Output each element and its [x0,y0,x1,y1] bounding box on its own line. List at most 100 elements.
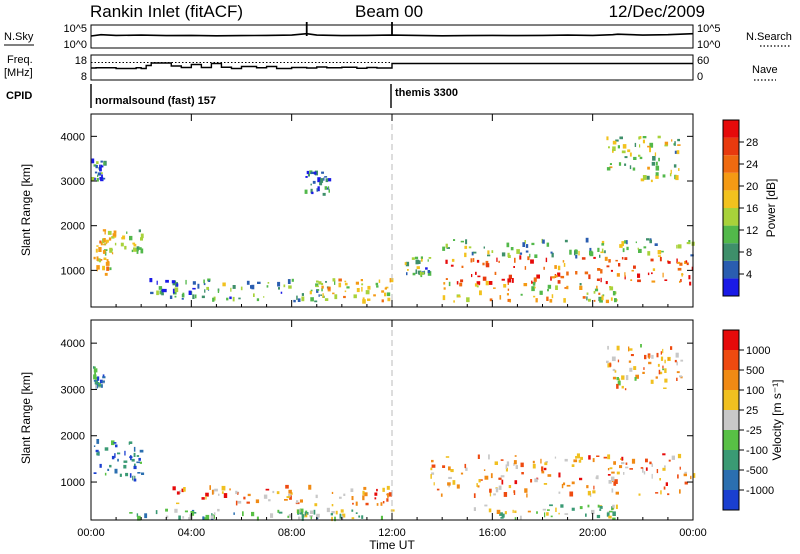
colorbar-tick-label: 24 [746,159,758,171]
echo-cell [612,511,616,516]
echo-cell [520,462,524,468]
echo-cell [464,252,467,258]
echo-cell [476,285,479,288]
echo-cell [580,456,583,460]
echo-cell [657,363,660,367]
echo-cell [465,239,468,245]
echo-cell [599,509,602,511]
echo-cell [304,189,308,194]
echo-cell [460,240,464,243]
echo-cell [618,162,622,166]
echo-cell [291,278,294,282]
echo-cell [611,508,614,511]
echo-cell [96,256,99,261]
echo-cell [656,469,659,474]
echo-cell [211,489,214,495]
x-tick-label: 00:00 [679,527,707,539]
echo-cell [513,266,515,268]
echo-cell [415,269,418,274]
echo-cell [96,265,100,270]
echo-cell [555,507,557,512]
echo-cell [649,239,652,244]
echo-cell [415,259,419,265]
echo-cell [205,514,210,520]
velocity-colorbar-cells [723,330,739,510]
echo-cell [614,370,617,373]
echo-cell [626,240,628,245]
echo-cell [103,257,107,260]
echo-cell [404,262,407,266]
echo-cell [442,465,446,468]
echo-cell [564,458,568,462]
echo-cell [448,281,451,287]
colorbar-cell [723,370,739,390]
echo-cell [381,290,385,293]
echo-cell [490,473,493,479]
echo-cell [507,281,509,285]
echo-cell [93,380,96,382]
echo-cell [496,509,501,514]
echo-cell [621,456,624,461]
echo-cell [600,277,602,283]
echo-cell [355,281,359,285]
echo-cell [581,257,586,260]
echo-cell [656,352,659,358]
echo-cell [344,282,348,286]
echo-cell [451,258,455,262]
echo-cell [182,516,185,519]
echo-cell [133,243,137,247]
echo-cell [165,508,168,512]
echo-cell [374,492,378,496]
echo-cell [659,256,662,262]
echo-cell [657,135,661,139]
echo-cell [613,461,616,465]
echo-cell [386,498,389,502]
echo-cell [664,144,668,147]
echo-cell [541,466,544,472]
echo-cell [111,455,115,460]
echo-cell [571,464,575,467]
echo-cell [615,259,618,262]
echo-cell [334,516,336,522]
echo-cell [539,290,543,295]
echo-cell [525,244,529,248]
echo-cell [440,493,443,497]
echo-cell [129,235,133,241]
echo-cell [192,281,196,285]
echo-cell [247,493,251,497]
echo-cell [624,240,627,244]
echo-cell [527,256,530,261]
echo-cell [299,499,303,503]
cpid-label: CPID [6,90,32,102]
echo-cell [631,269,634,272]
echo-cell [367,285,371,290]
echo-cell [561,483,564,489]
echo-cell [632,167,636,171]
echo-cell [388,492,393,497]
echo-cell [483,469,486,471]
echo-cell [566,285,569,290]
echo-cell [608,480,612,484]
echo-cell [321,282,324,286]
echo-cell [596,455,600,457]
echo-cell [257,281,261,284]
echo-cell [137,472,141,474]
echo-cell [99,164,101,167]
echo-cell [679,375,683,378]
colorbar-tick-label: 8 [746,247,752,259]
echo-cell [488,508,492,513]
echo-cell [631,458,636,464]
echo-cell [213,296,216,301]
echo-cell [616,383,619,389]
echo-cell [607,474,611,476]
echo-cell [605,281,608,285]
echo-cell [150,291,154,295]
echo-cell [593,485,595,490]
echo-cell [122,235,126,240]
echo-cell [634,377,637,381]
echo-cell [278,511,283,514]
echo-cell [211,513,213,517]
echo-cell [531,242,535,246]
echo-cell [316,513,320,518]
nave-right-tick-bottom: 0 [697,71,703,83]
